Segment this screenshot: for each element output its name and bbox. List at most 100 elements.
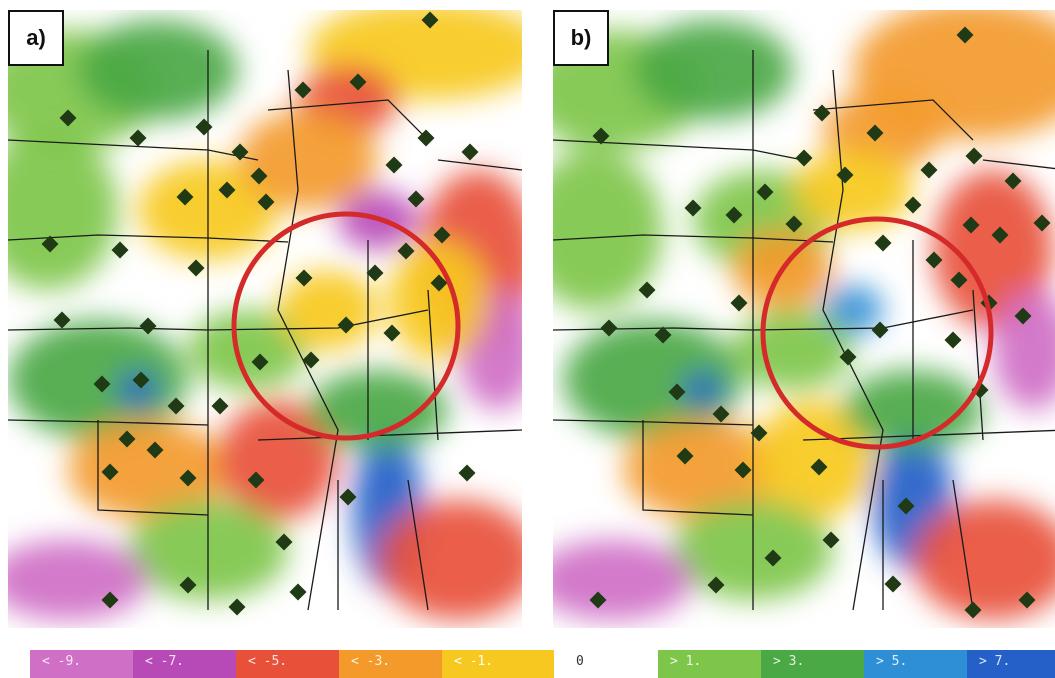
station-marker	[1004, 172, 1022, 190]
legend-label-neg5: < -5.	[248, 654, 288, 669]
station-marker	[257, 193, 275, 211]
map-b-graphic	[553, 10, 1055, 628]
map-a-graphic	[8, 10, 522, 628]
station-marker	[871, 321, 889, 339]
station-marker	[294, 81, 312, 99]
map-panel-b: b)	[553, 10, 1055, 628]
station-marker	[884, 575, 902, 593]
station-marker	[750, 424, 768, 442]
station-marker	[668, 383, 686, 401]
station-marker	[725, 206, 743, 224]
station-marker	[925, 251, 943, 269]
legend-label-pos7: > 7.	[979, 654, 1011, 669]
station-marker	[676, 447, 694, 465]
station-marker	[93, 375, 111, 393]
station-marker	[734, 461, 752, 479]
station-marker	[385, 156, 403, 174]
station-marker	[756, 183, 774, 201]
map-panel-a: a)	[8, 10, 522, 628]
station-marker	[684, 199, 702, 217]
legend-swatch-neg1: < -1.	[442, 650, 554, 678]
station-marker	[302, 351, 320, 369]
station-marker	[383, 324, 401, 342]
station-marker	[179, 469, 197, 487]
station-marker	[592, 127, 610, 145]
station-marker	[146, 441, 164, 459]
station-marker	[339, 488, 357, 506]
legend-label-neg9: < -9.	[42, 654, 82, 669]
station-marker	[600, 319, 618, 337]
color-legend: < -9. < -7. < -5. < -3. < -1. 0 > 1. > 3…	[30, 650, 1055, 678]
legend-swatch-pos3: > 3.	[761, 650, 864, 678]
station-marker	[589, 591, 607, 609]
station-marker	[218, 181, 236, 199]
station-marker	[712, 405, 730, 423]
station-marker	[638, 281, 656, 299]
station-marker	[964, 601, 982, 619]
station-marker	[167, 397, 185, 415]
legend-swatch-pos1: > 1.	[658, 650, 761, 678]
station-marker	[228, 598, 246, 616]
station-marker	[866, 124, 884, 142]
panel-label-b: b)	[553, 10, 609, 66]
station-marker	[785, 215, 803, 233]
station-marker	[458, 464, 476, 482]
station-markers	[41, 11, 479, 616]
legend-swatch-neg9: < -9.	[30, 650, 133, 678]
station-marker	[179, 576, 197, 594]
station-marker	[822, 531, 840, 549]
station-marker	[187, 259, 205, 277]
station-marker	[59, 109, 77, 127]
station-marker	[337, 316, 355, 334]
station-marker	[101, 591, 119, 609]
panel-label-a: a)	[8, 10, 64, 66]
station-marker	[707, 576, 725, 594]
legend-swatch-neg7: < -7.	[133, 650, 236, 678]
legend-swatch-pos5: > 5.	[864, 650, 967, 678]
station-marker	[965, 147, 983, 165]
station-marker	[430, 274, 448, 292]
station-marker	[295, 269, 313, 287]
station-marker	[904, 196, 922, 214]
state-boundaries	[553, 50, 1055, 611]
station-marker	[654, 326, 672, 344]
station-marker	[920, 161, 938, 179]
station-marker	[407, 190, 425, 208]
legend-swatch-neg3: < -3.	[339, 650, 442, 678]
station-marker	[101, 463, 119, 481]
station-marker	[461, 143, 479, 161]
station-marker	[730, 294, 748, 312]
station-marker	[176, 188, 194, 206]
legend-label-zero: 0	[576, 654, 584, 669]
station-marker	[944, 331, 962, 349]
legend-label-pos5: > 5.	[876, 654, 908, 669]
legend-swatch-pos7: > 7.	[967, 650, 1055, 678]
legend-swatch-neg5: < -5.	[236, 650, 339, 678]
station-marker	[250, 167, 268, 185]
station-marker	[950, 271, 968, 289]
legend-label-neg1: < -1.	[454, 654, 494, 669]
station-marker	[956, 26, 974, 44]
station-marker	[813, 104, 831, 122]
station-marker	[349, 73, 367, 91]
station-marker	[991, 226, 1009, 244]
station-marker	[764, 549, 782, 567]
highlight-circle	[760, 216, 994, 450]
station-marker	[1018, 591, 1036, 609]
station-marker	[275, 533, 293, 551]
station-marker	[366, 264, 384, 282]
legend-label-pos1: > 1.	[670, 654, 702, 669]
station-marker	[251, 353, 269, 371]
anomaly-field	[8, 10, 522, 620]
station-marker	[289, 583, 307, 601]
station-marker	[111, 241, 129, 259]
station-marker	[810, 458, 828, 476]
station-marker	[231, 143, 249, 161]
station-marker	[433, 226, 451, 244]
station-marker	[839, 348, 857, 366]
highlight-circle	[231, 211, 461, 441]
station-marker	[874, 234, 892, 252]
legend-label-neg7: < -7.	[145, 654, 185, 669]
station-marker	[211, 397, 229, 415]
legend-label-neg3: < -3.	[351, 654, 391, 669]
